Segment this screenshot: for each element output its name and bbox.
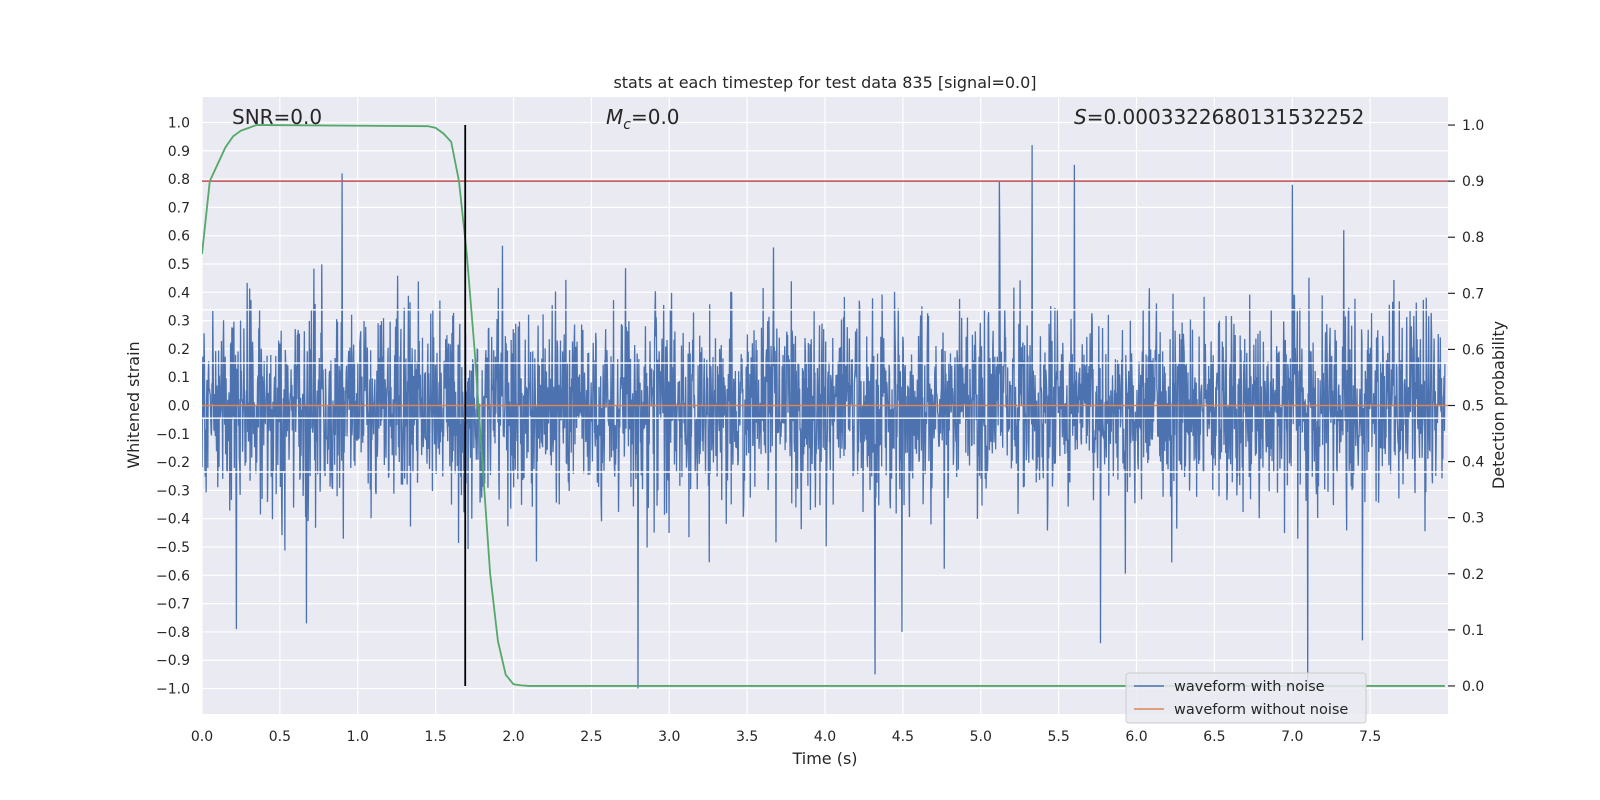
- y2-tick-label: 0.1: [1462, 623, 1484, 639]
- y-tick-label: −0.9: [156, 653, 190, 669]
- x-tick-label: 3.0: [658, 729, 680, 745]
- y2-tick-label: 0.4: [1462, 455, 1484, 471]
- x-tick-label: 6.0: [1125, 729, 1147, 745]
- x-axis-label: Time (s): [791, 749, 857, 768]
- snr-annotation: SNR=0.0: [232, 105, 322, 129]
- x-tick-label: 5.0: [970, 729, 992, 745]
- y-tick-label: 0.1: [168, 370, 190, 386]
- y-tick-label: −0.4: [156, 512, 190, 528]
- x-tick-label: 1.5: [424, 729, 446, 745]
- legend-box: [1125, 672, 1367, 724]
- tick-labels: 0.0 0.5 1.0 1.5 2.0 2.5 3.0 3.5 4.0 4.5 5.0 5.5 6.0 6…: [156, 115, 1484, 745]
- y2-tick-label: 1.0: [1462, 118, 1484, 134]
- x-tick-label: 0.5: [269, 729, 291, 745]
- series-detection-probability: [202, 124, 1445, 687]
- x-tick-label: 4.0: [814, 729, 836, 745]
- s-annotation: S=0.0003322680131532252: [1074, 105, 1364, 129]
- y-tick-label: 0.7: [168, 200, 190, 216]
- x-tick-label: 5.5: [1047, 729, 1069, 745]
- x-tick-label: 2.0: [502, 729, 524, 745]
- y-tick-label: −0.5: [156, 540, 190, 556]
- y-tick-label: 0.0: [168, 399, 190, 415]
- y-tick-label: −0.8: [156, 625, 190, 641]
- y-tick-label: 0.5: [168, 257, 190, 273]
- y-tick-label: −0.6: [156, 568, 190, 584]
- y-tick-label: 0.3: [168, 314, 190, 330]
- y2-tick-label: 0.8: [1462, 230, 1484, 246]
- y-tick-label: −0.7: [156, 597, 190, 613]
- x-tick-label: 0.0: [191, 729, 213, 745]
- mc-annotation: Mc=0.0: [606, 105, 680, 133]
- probability-layer: [202, 124, 1448, 687]
- y2-tick-label: 0.5: [1462, 399, 1484, 415]
- x-tick-label: 3.5: [736, 729, 758, 745]
- grid-overlay: [202, 309, 1448, 473]
- mc-value: =0.0: [631, 105, 680, 129]
- x-tick-label: 2.5: [580, 729, 602, 745]
- legend: waveform with noise waveform without noi…: [1125, 672, 1367, 724]
- y-tick-label: 0.9: [168, 144, 190, 160]
- y2-tick-label: 0.3: [1462, 511, 1484, 527]
- y2-tick-label: 0.0: [1462, 679, 1484, 695]
- mc-symbol: M: [606, 105, 623, 129]
- x-tick-label: 6.5: [1203, 729, 1225, 745]
- series-waveform-with-noise: [202, 145, 1446, 689]
- y2-tick-label: 0.9: [1462, 174, 1484, 190]
- x-tick-label: 4.5: [892, 729, 914, 745]
- legend-label-waveform-with-noise: waveform with noise: [1174, 679, 1325, 695]
- y2-tick-label: 0.6: [1462, 342, 1484, 358]
- y-tick-label: 0.4: [168, 285, 190, 301]
- y2-tick-label: 0.2: [1462, 567, 1484, 583]
- chart-title: stats at each timestep for test data 835…: [613, 73, 1036, 92]
- y-tick-label: 1.0: [168, 115, 190, 131]
- y-axis-label: Whitened strain: [124, 341, 143, 468]
- y2-tick-label: 0.7: [1462, 286, 1484, 302]
- plot-area: [202, 145, 1446, 689]
- s-symbol: S: [1074, 105, 1087, 129]
- x-tick-label: 7.5: [1359, 729, 1381, 745]
- y-tick-label: 0.6: [168, 229, 190, 245]
- x-tick-label: 7.0: [1281, 729, 1303, 745]
- y-tick-label: 0.2: [168, 342, 190, 358]
- mc-subscript: c: [623, 117, 631, 133]
- y-tick-label: −0.2: [156, 455, 190, 471]
- y-tick-label: −1.0: [156, 682, 190, 698]
- legend-label-waveform-without-noise: waveform without noise: [1174, 702, 1348, 718]
- y2-axis-label: Detection probability: [1489, 321, 1508, 489]
- s-value: =0.0003322680131532252: [1087, 105, 1365, 129]
- y-tick-label: −0.3: [156, 483, 190, 499]
- x-tick-label: 1.0: [347, 729, 369, 745]
- y-tick-label: −0.1: [156, 427, 190, 443]
- y-tick-label: 0.8: [168, 172, 190, 188]
